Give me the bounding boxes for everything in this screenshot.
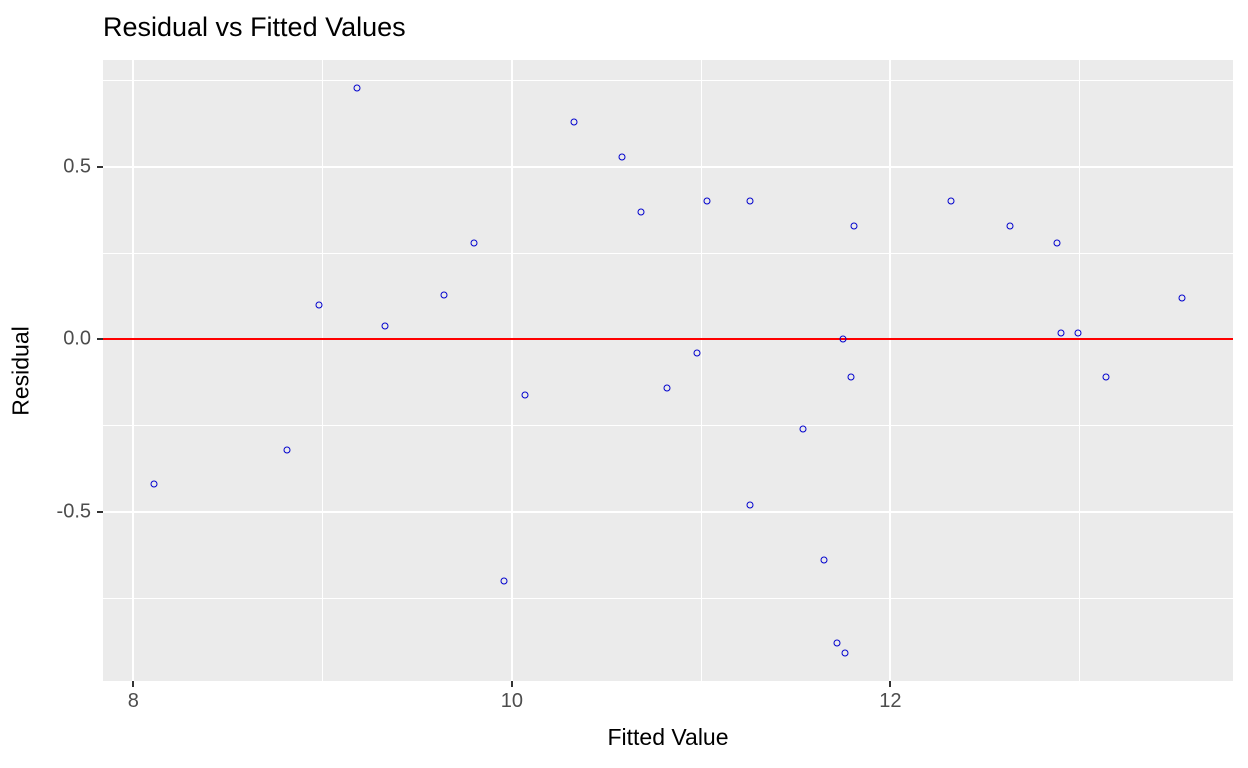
data-point	[381, 322, 389, 330]
x-tick-label: 10	[500, 690, 523, 712]
x-axis-title: Fitted Value	[607, 724, 729, 750]
y-tick-mark	[97, 338, 103, 341]
data-point	[570, 118, 578, 126]
data-point	[703, 197, 711, 205]
x-minor-gridline	[700, 60, 702, 681]
data-point	[947, 197, 955, 205]
y-minor-gridline	[103, 252, 1233, 254]
x-minor-gridline	[1079, 60, 1081, 681]
y-minor-gridline	[103, 597, 1233, 599]
data-point	[1006, 222, 1014, 230]
y-major-gridline	[103, 510, 1233, 513]
zero-reference-line	[103, 338, 1233, 341]
data-point	[693, 349, 701, 357]
x-tick-mark	[132, 681, 135, 687]
data-point	[637, 208, 645, 216]
data-point	[820, 556, 828, 564]
data-point	[850, 222, 858, 230]
x-tick-mark	[889, 681, 892, 687]
plot-panel	[103, 60, 1233, 681]
data-point	[1074, 329, 1082, 337]
data-point	[847, 373, 855, 381]
x-major-gridline	[510, 60, 513, 681]
data-point	[521, 391, 529, 399]
data-point	[746, 197, 754, 205]
y-major-gridline	[103, 165, 1233, 168]
data-point	[500, 577, 508, 585]
data-point	[1053, 239, 1061, 247]
data-point	[799, 425, 807, 433]
x-major-gridline	[889, 60, 892, 681]
y-tick-label: 0.5	[63, 155, 91, 178]
data-point	[663, 384, 671, 392]
y-minor-gridline	[103, 425, 1233, 427]
data-point	[315, 301, 323, 309]
y-axis-title: Residual	[7, 326, 34, 416]
data-point	[353, 84, 361, 92]
data-point	[833, 639, 841, 647]
x-tick-label: 8	[127, 690, 139, 712]
data-point	[841, 649, 849, 657]
x-minor-gridline	[322, 60, 324, 681]
data-point	[150, 480, 158, 488]
data-point	[839, 335, 847, 343]
data-point	[1057, 329, 1065, 337]
y-tick-label: -0.5	[56, 500, 91, 523]
data-point	[618, 153, 626, 161]
plot-title: Residual vs Fitted Values	[103, 12, 406, 42]
data-point	[1102, 373, 1110, 381]
data-point	[283, 446, 291, 454]
data-point	[470, 239, 478, 247]
y-minor-gridline	[103, 80, 1233, 82]
x-major-gridline	[132, 60, 135, 681]
data-point	[746, 501, 754, 509]
data-point	[1178, 294, 1186, 302]
data-point	[440, 291, 448, 299]
x-tick-mark	[510, 681, 513, 687]
y-tick-mark	[97, 165, 103, 168]
y-tick-label: 0.0	[63, 327, 91, 350]
y-tick-mark	[97, 510, 103, 513]
x-tick-label: 12	[879, 690, 902, 712]
